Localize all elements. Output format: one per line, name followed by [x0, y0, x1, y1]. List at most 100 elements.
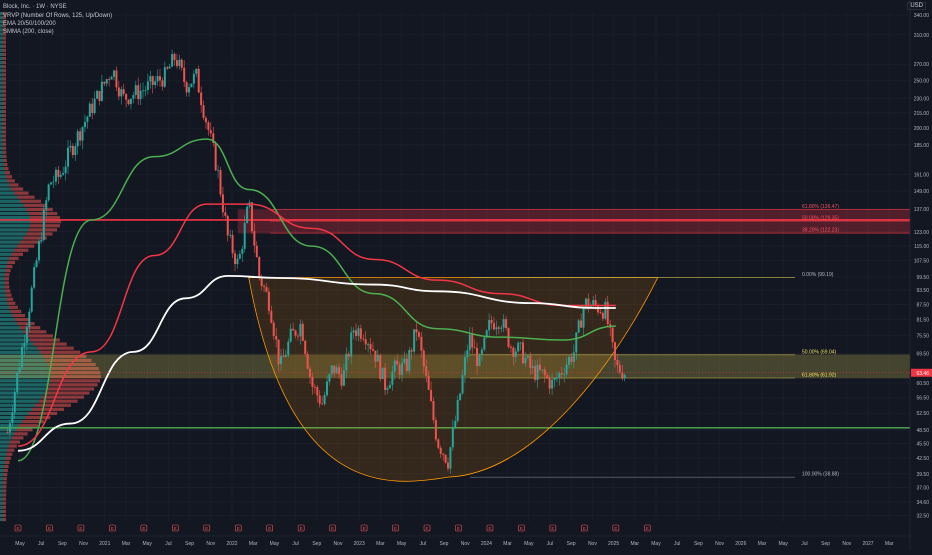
volume-profile-down-bar — [3, 16, 6, 20]
time-tick-label: Nov — [79, 541, 88, 547]
volume-profile-up-bar — [0, 456, 6, 460]
volume-profile-up-bar — [0, 432, 14, 436]
candle-body — [284, 354, 287, 357]
volume-profile-up-bar — [0, 118, 4, 122]
volume-profile-up-bar — [0, 220, 31, 224]
candle-body — [536, 364, 539, 380]
volume-profile-down-bar — [3, 142, 7, 146]
volume-profile-down-bar — [6, 297, 14, 301]
candle-body — [129, 98, 132, 105]
price-tick-label: 69.50 — [916, 351, 929, 357]
candle-body — [483, 337, 486, 350]
volume-profile-down-bar — [3, 60, 6, 65]
volume-profile-down-bar — [4, 277, 9, 281]
candle-body — [587, 298, 590, 309]
volume-profile-down-bar — [4, 171, 10, 175]
candle-body — [209, 130, 212, 134]
candle-body — [497, 327, 500, 329]
candle-body — [572, 352, 575, 362]
volume-profile-down-bar — [41, 395, 84, 399]
candle-body — [570, 356, 573, 362]
earnings-marker-label: E — [520, 526, 523, 531]
candle-body — [599, 312, 602, 314]
price-tick-label: 250.00 — [914, 79, 930, 85]
candle-body — [425, 366, 428, 376]
earnings-marker-label: E — [142, 526, 145, 531]
candle-body — [594, 300, 597, 306]
earnings-marker — [172, 524, 179, 532]
candle-body — [500, 327, 503, 329]
volume-profile-down-bar — [9, 183, 19, 187]
volume-profile-down-bar — [33, 342, 67, 346]
volume-profile-down-bar — [3, 130, 7, 134]
time-tick-label: 2023 — [354, 541, 365, 547]
candle-body — [384, 367, 387, 391]
candle-body — [551, 379, 554, 389]
candle-body — [142, 90, 145, 92]
indicator-vrvp[interactable]: VRVP (Number Of Rows, 125, Up/Down) — [3, 13, 113, 19]
candle-body — [490, 320, 493, 324]
volume-profile-up-bar — [0, 167, 5, 171]
price-tick-label: 45.50 — [916, 442, 929, 448]
price-tick-label: 34.60 — [916, 500, 929, 506]
volume-profile-up-bar — [0, 65, 3, 69]
volume-profile-up-bar — [0, 366, 50, 371]
volume-profile-up-bar — [0, 85, 3, 89]
indicator-smma[interactable]: SMMA (200, close) — [3, 29, 54, 35]
candle-body — [83, 121, 86, 128]
candle-body — [154, 81, 157, 86]
candle-body — [330, 365, 333, 375]
volume-profile-up-bar — [0, 248, 15, 252]
price-tick-label: 60.50 — [916, 381, 929, 387]
candle-body — [316, 387, 319, 396]
candle-body — [553, 378, 556, 380]
currency-label[interactable]: USD — [907, 2, 926, 10]
volume-profile-down-bar — [6, 264, 13, 269]
price-tick-label: 149.00 — [914, 189, 930, 195]
candle-body — [91, 103, 94, 114]
volume-profile-up-bar — [0, 326, 21, 330]
candle-body — [260, 276, 263, 286]
earnings-marker — [612, 524, 620, 532]
earnings-marker-label: E — [79, 526, 82, 531]
candle-body — [396, 360, 399, 365]
volume-profile-down-bar — [3, 65, 6, 69]
volume-profile-up-bar — [0, 171, 5, 175]
volume-profile-up-bar — [0, 114, 4, 118]
time-tick-label: Jul — [674, 541, 680, 547]
candle-body — [197, 68, 200, 93]
candle-body — [369, 344, 372, 350]
candle-body — [250, 202, 253, 232]
volume-profile-down-bar — [18, 424, 38, 428]
volume-profile-down-bar — [3, 513, 7, 518]
volume-profile-down-bar — [13, 432, 28, 436]
time-tick-label: 2025 — [608, 541, 619, 547]
indicator-ema[interactable]: EMA 20/50/100/200 — [3, 21, 56, 27]
earnings-marker-label: E — [205, 526, 208, 531]
candle-body — [386, 388, 389, 391]
volume-profile-down-bar — [32, 407, 65, 411]
candle-body — [526, 355, 529, 358]
candle-body — [422, 350, 425, 367]
candle-body — [371, 349, 374, 351]
candle-body — [117, 87, 120, 97]
volume-profile-up-bar — [0, 399, 39, 403]
time-tick-label: Mar — [249, 541, 258, 547]
volume-profile-up-bar — [0, 289, 6, 293]
volume-profile-down-bar — [29, 338, 60, 342]
volume-profile-down-bar — [20, 326, 41, 330]
candle-body — [76, 131, 79, 147]
time-tick-label: May — [397, 541, 407, 547]
time-tick-label: Jul — [165, 541, 171, 547]
candle-body — [67, 147, 70, 167]
volume-profile-up-bar — [0, 420, 22, 424]
time-tick-label: Mar — [376, 541, 385, 547]
candle-body — [401, 362, 404, 375]
candle-body — [575, 332, 578, 353]
volume-profile-down-bar — [3, 56, 6, 61]
candle-body — [125, 93, 128, 100]
volume-profile-down-bar — [3, 85, 6, 89]
volume-profile-down-bar — [3, 28, 6, 32]
